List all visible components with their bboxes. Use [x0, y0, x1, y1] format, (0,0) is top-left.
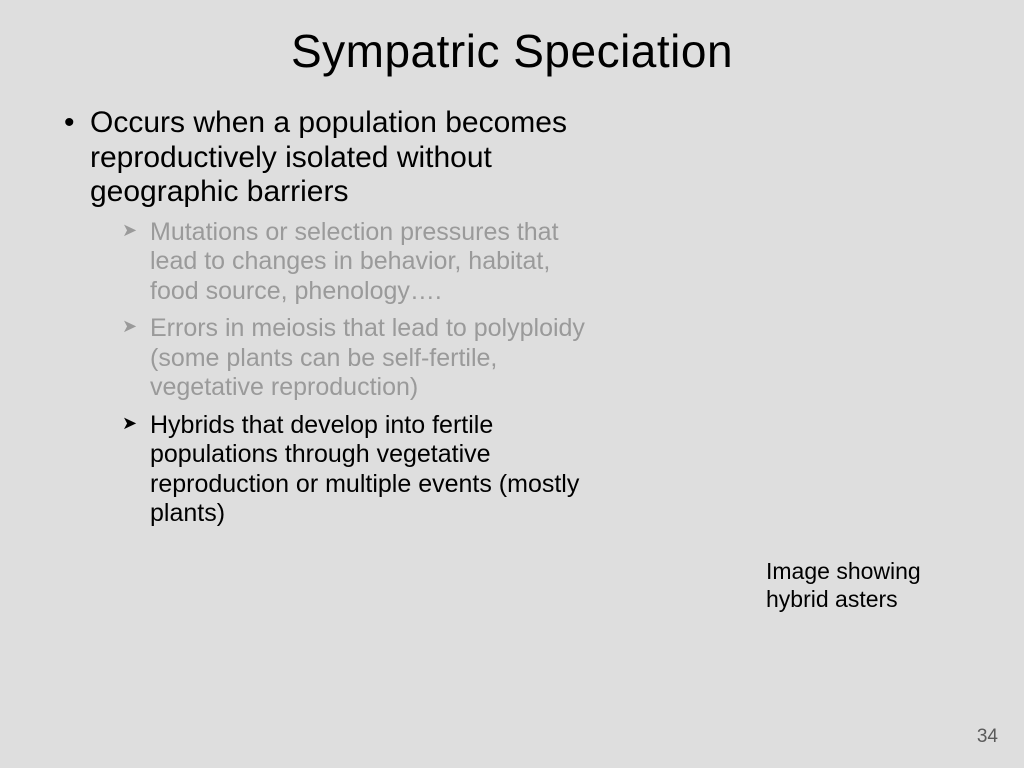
sub-bullet-item: Hybrids that develop into fertile popula…: [122, 411, 600, 529]
content-body: Occurs when a population becomes reprodu…: [60, 106, 600, 529]
slide: Sympatric Speciation Occurs when a popul…: [0, 0, 1024, 768]
bullet-item: Occurs when a population becomes reprodu…: [60, 106, 600, 529]
sub-bullet-item: Mutations or selection pressures that le…: [122, 218, 600, 307]
sub-bullet-text: Hybrids that develop into fertile popula…: [150, 411, 579, 528]
bullet-list-level1: Occurs when a population becomes reprodu…: [60, 106, 600, 529]
sub-bullet-text: Errors in meiosis that lead to polyploid…: [150, 314, 585, 401]
page-number: 34: [977, 726, 998, 748]
sub-bullet-item: Errors in meiosis that lead to polyploid…: [122, 314, 600, 403]
sub-bullet-text: Mutations or selection pressures that le…: [150, 218, 559, 305]
image-caption: Image showing hybrid asters: [766, 558, 946, 613]
bullet-text: Occurs when a population becomes reprodu…: [90, 106, 567, 208]
bullet-list-level2: Mutations or selection pressures that le…: [90, 218, 600, 529]
slide-title: Sympatric Speciation: [60, 24, 964, 78]
